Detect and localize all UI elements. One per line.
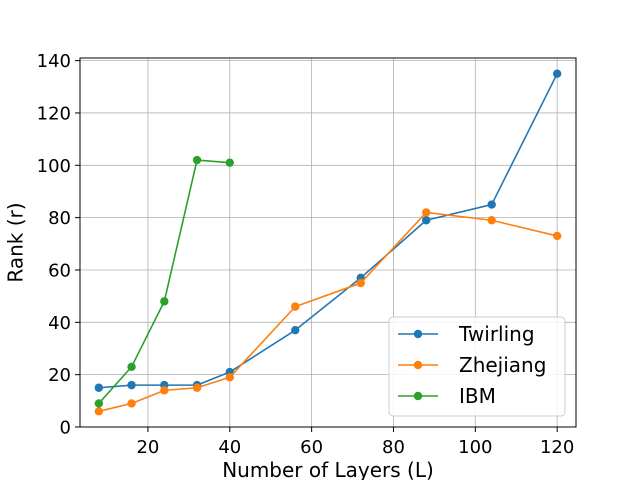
y-tick-label: 40 — [48, 313, 71, 334]
y-tick-label: 80 — [48, 208, 71, 229]
series-layer — [94, 69, 562, 416]
x-axis-label: Number of Layers (L) — [222, 458, 434, 480]
legend-label-zhejiang: Zhejiang — [459, 353, 546, 377]
legend-item-ibm: IBM — [398, 384, 496, 408]
x-tick-label: 120 — [540, 437, 574, 458]
y-tick-label: 0 — [60, 418, 71, 439]
legend-marker-zhejiang — [413, 360, 423, 370]
legend-box — [388, 316, 566, 417]
data-point-ibm — [225, 158, 234, 167]
data-point-ibm — [94, 399, 104, 408]
data-point-ibm — [160, 297, 169, 306]
x-tick-label: 20 — [136, 437, 159, 458]
data-point-twirling — [487, 200, 496, 209]
data-point-zhejiang — [192, 383, 202, 392]
data-point-zhejiang — [291, 302, 300, 311]
x-tick-label: 40 — [218, 437, 241, 458]
data-point-twirling — [291, 325, 300, 335]
data-point-zhejiang — [552, 231, 562, 241]
series-zhejiang — [94, 208, 562, 416]
y-tick-label: 140 — [37, 51, 71, 72]
data-point-zhejiang — [487, 216, 496, 225]
data-point-zhejiang — [160, 386, 169, 395]
y-tick-label: 60 — [48, 260, 71, 281]
data-point-twirling — [94, 383, 104, 392]
data-point-ibm — [127, 362, 136, 372]
grid — [80, 58, 576, 428]
x-tick-label: 100 — [458, 437, 492, 458]
series-line-ibm — [98, 159, 230, 404]
legend-item-zhejiang: Zhejiang — [398, 353, 546, 377]
series-ibm — [94, 155, 234, 408]
legend: Twirling Zhejiang IBM — [388, 316, 566, 417]
data-point-zhejiang — [225, 373, 234, 382]
x-tick-label: 60 — [300, 437, 323, 458]
data-point-zhejiang — [94, 407, 104, 416]
y-tick-label: 120 — [37, 103, 71, 124]
data-point-zhejiang — [356, 278, 365, 288]
axis-ticks: 20 40 60 80 100 120 0 20 40 60 80 100 120 140 — [37, 51, 575, 458]
legend-item-twirling: Twirling — [398, 322, 535, 346]
data-point-twirling — [552, 69, 562, 78]
legend-marker-ibm — [413, 391, 423, 401]
y-axis-label: Rank (r) — [4, 202, 28, 282]
y-tick-label: 20 — [48, 365, 71, 386]
x-tick-label: 80 — [382, 437, 405, 458]
series-line-zhejiang — [98, 211, 558, 413]
data-point-twirling — [422, 216, 431, 225]
legend-marker-twirling — [413, 329, 423, 339]
data-point-twirling — [127, 380, 136, 390]
data-point-zhejiang — [127, 399, 136, 408]
legend-label-twirling: Twirling — [458, 322, 535, 346]
y-tick-label: 100 — [37, 156, 71, 177]
legend-label-ibm: IBM — [459, 384, 496, 408]
series-line-twirling — [98, 73, 558, 389]
plot-frame — [79, 57, 577, 428]
data-point-zhejiang — [422, 208, 431, 217]
data-point-ibm — [192, 155, 202, 165]
